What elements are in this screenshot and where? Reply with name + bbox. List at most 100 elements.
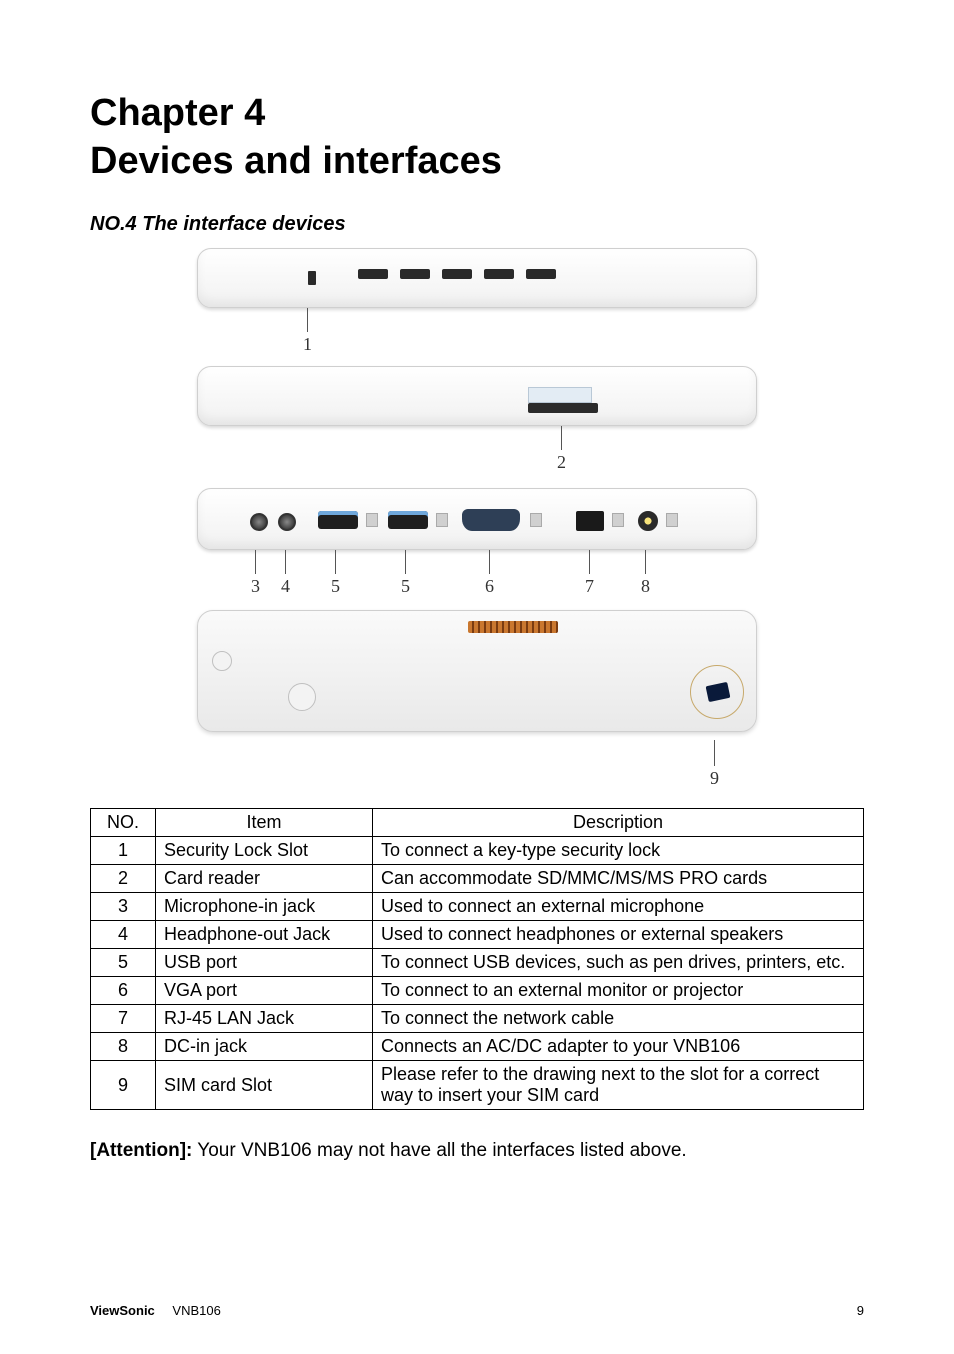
security-lock-slot [308,271,316,285]
attention-lead: [Attention]: [90,1140,192,1161]
cell-no: 8 [91,1033,156,1061]
attention-note: [Attention]: Your VNB106 may not have al… [90,1138,864,1165]
callout-9: 9 [710,740,719,789]
cell-desc: Please refer to the drawing next to the … [373,1061,864,1110]
callout-number: 6 [485,576,494,597]
table-row: 3 Microphone-in jack Used to connect an … [91,893,864,921]
spacer-port [666,513,678,527]
cell-item: Card reader [156,865,373,893]
col-no: NO. [91,809,156,837]
callout-8: 8 [641,550,650,597]
cell-no: 7 [91,1005,156,1033]
cell-no: 1 [91,837,156,865]
side-callout-row: 3 4 5 5 6 [197,550,757,586]
dc-in-jack [638,511,658,531]
card-reader-slot [528,403,598,413]
callout-line [285,550,286,574]
callout-number: 2 [557,452,566,473]
vent [442,269,472,279]
vent [358,269,388,279]
attention-body: Your VNB106 may not have all the interfa… [192,1140,686,1161]
callout-line [714,740,715,766]
page-footer: ViewSonic VNB106 9 [90,1303,864,1318]
cell-no: 3 [91,893,156,921]
table-row: 1 Security Lock Slot To connect a key-ty… [91,837,864,865]
cell-item: Microphone-in jack [156,893,373,921]
vent [526,269,556,279]
device-front-view: 2 [197,366,757,470]
device-body-back [197,248,757,308]
device-side-view: 3 4 5 5 6 [197,488,757,592]
callout-number: 4 [281,576,290,597]
callout-line [307,308,308,332]
cell-item: Security Lock Slot [156,837,373,865]
table-row: 9 SIM card Slot Please refer to the draw… [91,1061,864,1110]
spacer-port [436,513,448,527]
table-row: 8 DC-in jack Connects an AC/DC adapter t… [91,1033,864,1061]
table-row: 5 USB port To connect USB devices, such … [91,949,864,977]
callout-2: 2 [557,426,566,473]
col-desc: Description [373,809,864,837]
callout-line [561,426,562,450]
vent-group [358,269,556,279]
table-body: 1 Security Lock Slot To connect a key-ty… [91,837,864,1110]
callout-number: 5 [401,576,410,597]
callout-number: 7 [585,576,594,597]
usb-port [388,511,428,529]
cell-no: 5 [91,949,156,977]
spacer-port [612,513,624,527]
sim-highlight-ring [690,665,744,719]
cell-no: 4 [91,921,156,949]
cell-desc: Used to connect an external microphone [373,893,864,921]
callout-line [335,550,336,574]
cell-item: SIM card Slot [156,1061,373,1110]
device-bottom-view: 9 [197,610,757,782]
footer-left: ViewSonic VNB106 [90,1303,221,1318]
interface-table: NO. Item Description 1 Security Lock Slo… [90,808,864,1110]
chassis-dot [212,651,232,671]
device-body-side [197,488,757,550]
cell-desc: To connect the network cable [373,1005,864,1033]
cell-item: DC-in jack [156,1033,373,1061]
device-back-view: 1 [197,248,757,348]
chapter-line1: Chapter 4 [90,92,265,134]
cell-desc: Connects an AC/DC adapter to your VNB106 [373,1033,864,1061]
sim-card-slot [706,682,731,702]
vent-strip [468,621,558,633]
table-row: 4 Headphone-out Jack Used to connect hea… [91,921,864,949]
spacer-port [366,513,378,527]
usb-port [318,511,358,529]
rating-label [528,387,592,403]
cell-no: 6 [91,977,156,1005]
vga-port [462,509,520,531]
port-row [238,507,736,535]
callout-number: 5 [331,576,340,597]
callout-line [489,550,490,574]
spacer-port [530,513,542,527]
callout-6: 6 [485,550,494,597]
cell-item: Headphone-out Jack [156,921,373,949]
callout-number: 9 [710,768,719,788]
cell-item: USB port [156,949,373,977]
table-row: 7 RJ-45 LAN Jack To connect the network … [91,1005,864,1033]
page: Chapter 4 Devices and interfaces NO.4 Th… [0,0,954,1354]
cell-item: VGA port [156,977,373,1005]
callout-1: 1 [303,308,312,355]
vent [484,269,514,279]
sim-area [690,665,742,717]
table-header: NO. Item Description [91,809,864,837]
col-item: Item [156,809,373,837]
cell-no: 9 [91,1061,156,1110]
cell-desc: Used to connect headphones or external s… [373,921,864,949]
callout-number: 1 [303,334,312,355]
callout-number: 3 [251,576,260,597]
chassis-dot [288,683,316,711]
callout-4: 4 [281,550,290,597]
cell-no: 2 [91,865,156,893]
table-header-row: NO. Item Description [91,809,864,837]
cell-item: RJ-45 LAN Jack [156,1005,373,1033]
footer-model: VNB106 [172,1303,220,1318]
callout-5a: 5 [331,550,340,597]
callout-3: 3 [251,550,260,597]
callout-line [255,550,256,574]
